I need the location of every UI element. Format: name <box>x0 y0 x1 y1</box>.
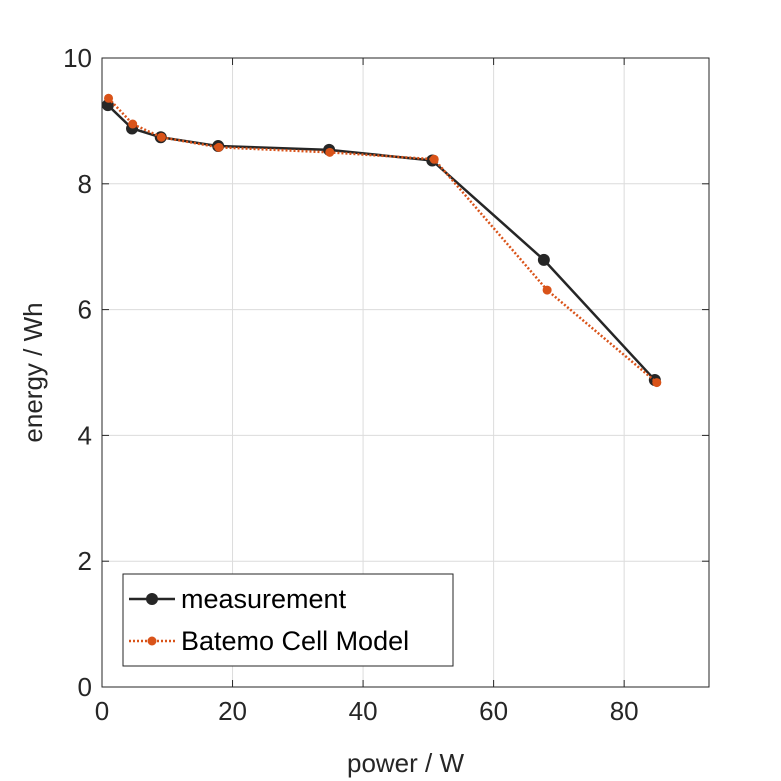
data-point <box>429 154 439 164</box>
x-tick-label: 40 <box>349 696 378 726</box>
x-axis-label: power / W <box>347 748 464 778</box>
y-tick-label: 0 <box>78 672 92 702</box>
series-line <box>107 97 658 384</box>
data-point <box>214 142 224 152</box>
ticks: 0 20 40 60 80 0 2 4 6 8 10 <box>63 43 709 726</box>
x-tick-label: 0 <box>95 696 109 726</box>
y-tick-label: 10 <box>63 43 92 73</box>
legend-entry: Batemo Cell Model <box>129 626 409 656</box>
data-point <box>128 119 138 129</box>
legend-marker <box>146 593 158 605</box>
series-0 <box>101 99 661 387</box>
data-point <box>156 132 166 142</box>
axes <box>101 57 710 688</box>
legend-entries: measurement Batemo Cell Model <box>129 584 409 656</box>
legend-entry: measurement <box>129 584 347 614</box>
legend-label: Batemo Cell Model <box>181 626 409 656</box>
legend: measurement Batemo Cell Model <box>122 573 454 667</box>
y-tick-label: 8 <box>78 169 92 199</box>
series-line <box>107 104 656 381</box>
legend-label: measurement <box>181 584 347 614</box>
y-tick-label: 6 <box>78 295 92 325</box>
y-axis-label: energy / Wh <box>18 302 48 442</box>
y-tick-label: 2 <box>78 546 92 576</box>
x-tick-label: 60 <box>479 696 508 726</box>
plot-frame <box>101 57 710 688</box>
data-point <box>104 93 114 103</box>
data-point <box>325 147 335 157</box>
data-point <box>652 378 662 388</box>
legend-marker <box>147 636 157 646</box>
y-tick-label: 4 <box>78 420 92 450</box>
series-1 <box>104 93 662 388</box>
legend-box <box>122 573 454 667</box>
series <box>101 93 662 388</box>
data-point <box>542 285 552 295</box>
data-point <box>537 253 550 266</box>
x-tick-label: 80 <box>610 696 639 726</box>
x-tick-label: 20 <box>218 696 247 726</box>
